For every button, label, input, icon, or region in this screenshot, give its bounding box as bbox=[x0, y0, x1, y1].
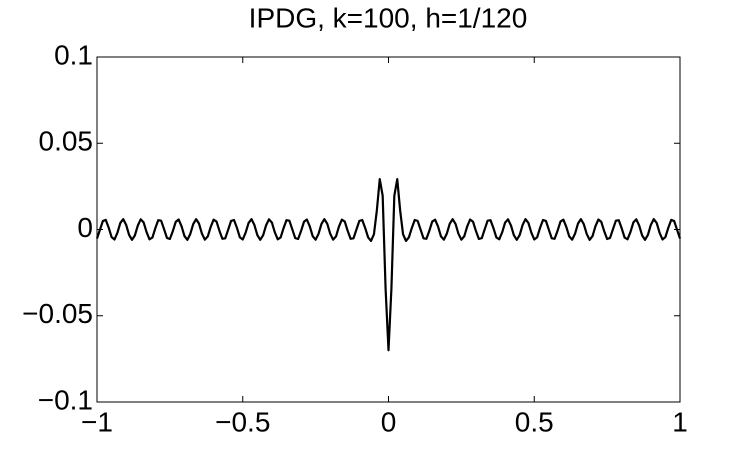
x-tick-label: 0.5 bbox=[515, 406, 554, 437]
x-tick-label: 1 bbox=[672, 406, 688, 437]
chart-title: IPDG, k=100, h=1/120 bbox=[249, 2, 528, 33]
data-line bbox=[95, 178, 682, 352]
x-tick-label: −1 bbox=[81, 406, 113, 437]
y-tick-label: 0 bbox=[77, 212, 93, 243]
y-tick-label: 0.1 bbox=[54, 39, 93, 70]
x-tick-label: −0.5 bbox=[215, 406, 270, 437]
y-tick-label: −0.1 bbox=[38, 384, 93, 415]
x-tick-label: 0 bbox=[381, 406, 397, 437]
y-tick-label: 0.05 bbox=[39, 126, 94, 157]
y-tick-label: −0.05 bbox=[22, 298, 93, 329]
